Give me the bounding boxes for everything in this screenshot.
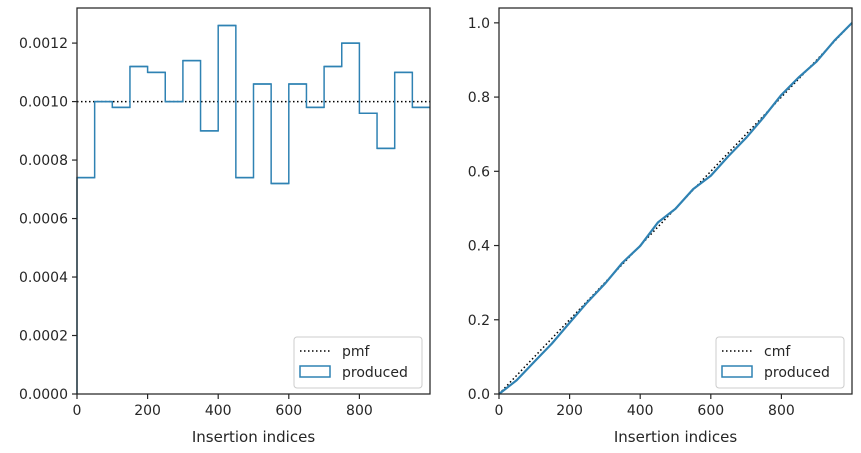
left-x-tick-label: 800 — [346, 403, 373, 419]
right-x-axis-label: Insertion indices — [614, 428, 737, 446]
left-y-tick-label: 0.0008 — [19, 153, 68, 169]
right-y-tick-label: 0.8 — [468, 90, 490, 106]
right-legend-box — [715, 336, 845, 389]
left-legend-box — [293, 336, 423, 389]
right-plot-frame — [498, 7, 853, 395]
right-x-tick-label: 200 — [556, 403, 583, 419]
left-x-tick-label: 200 — [134, 403, 161, 419]
left-y-tick-label: 0.0006 — [19, 212, 68, 228]
left-x-axis-label: Insertion indices — [192, 428, 315, 446]
right-y-tick-label: 1.0 — [468, 16, 490, 32]
left-panel: 0 200 400 600 800 0.0000 0.0002 0.0004 0.0006 0.0… — [19, 7, 431, 446]
right-x-tick-label: 600 — [697, 403, 724, 419]
right-x-tick-label: 800 — [768, 403, 795, 419]
left-x-tick-label: 0 — [73, 403, 82, 419]
left-y-tick-label: 0.0012 — [19, 36, 68, 52]
right-y-tick-label: 0.2 — [468, 313, 490, 329]
left-legend-pmf-label: pmf — [342, 344, 371, 360]
right-legend-produced-label: produced — [764, 365, 830, 381]
right-legend-cmf-label: cmf — [764, 344, 791, 360]
left-legend-produced-swatch — [299, 365, 331, 378]
left-y-tick-label: 0.0004 — [19, 270, 68, 286]
left-x-tick-label: 400 — [205, 403, 232, 419]
right-y-tick-label: 0.0 — [468, 387, 490, 403]
right-x-tick-label: 0 — [495, 403, 504, 419]
right-legend: cmf produced — [715, 336, 845, 389]
right-panel: 0 200 400 600 800 0.0 0.2 0.4 0.6 0.8 1.0 Insertio… — [468, 7, 853, 446]
right-legend-produced-swatch — [721, 365, 753, 378]
right-y-tick-label: 0.6 — [468, 164, 490, 180]
right-x-tick-label: 400 — [627, 403, 654, 419]
left-x-tick-label: 600 — [275, 403, 302, 419]
left-y-tick-label: 0.0000 — [19, 387, 68, 403]
right-y-tick-label: 0.4 — [468, 239, 490, 255]
left-legend-produced-label: produced — [342, 365, 408, 381]
left-y-tick-label: 0.0002 — [19, 329, 68, 345]
left-legend: pmf produced — [293, 336, 423, 389]
left-plot-frame — [76, 7, 431, 395]
left-y-tick-label: 0.0010 — [19, 95, 68, 111]
